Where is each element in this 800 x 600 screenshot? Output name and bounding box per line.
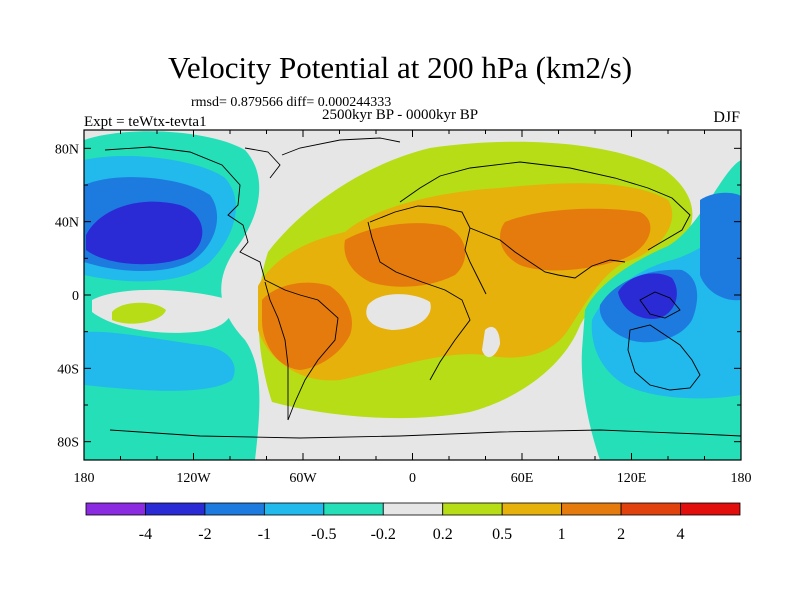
lon-tick-label: 60W — [289, 471, 317, 486]
lon-tick-label: 180 — [74, 471, 95, 486]
colorbar — [85, 502, 741, 516]
colorbar-label: 4 — [677, 526, 685, 543]
colorbar-label: 0.2 — [433, 526, 453, 543]
pacific-green-blob — [112, 302, 166, 324]
indian-neutral-hole — [482, 326, 500, 358]
colorbar-swatch — [263, 502, 325, 516]
colorbar-swatch — [85, 502, 146, 516]
colorbar-label: 1 — [558, 526, 566, 543]
colorbar-label: -4 — [139, 526, 152, 543]
lon-tick-label: 120E — [617, 471, 647, 486]
lat-tick-label: 40N — [55, 216, 79, 231]
coastlines — [104, 137, 741, 439]
colorbar-label: 0.5 — [492, 526, 512, 543]
plot-title: Velocity Potential at 200 hPa (km2/s) — [167, 50, 633, 85]
season-label: DJF — [713, 109, 740, 126]
colorbar-label: -1 — [258, 526, 271, 543]
colorbar-swatch — [382, 502, 444, 516]
colorbar-swatch — [561, 502, 622, 516]
lon-tick-label: 0 — [409, 471, 416, 486]
lat-tick-label: 40S — [57, 362, 79, 377]
contour-field — [84, 130, 741, 460]
lat-tick-label: 0 — [72, 289, 79, 304]
atlantic-neutral-hole — [366, 294, 431, 330]
colorbar-swatch — [620, 502, 681, 516]
warm-orange-asia — [500, 208, 651, 271]
rmsd-diff-stats: rmsd= 0.879566 diff= 0.000244333 — [191, 95, 392, 110]
colorbar-label: -2 — [198, 526, 211, 543]
lat-tick-label: 80S — [57, 436, 79, 451]
colorbar-label: 2 — [617, 526, 625, 543]
lon-tick-label: 120W — [176, 471, 211, 486]
warm-orange-eurasia — [344, 223, 466, 287]
pacific-deep-blue-region — [86, 201, 203, 265]
colorbar-label: -0.5 — [311, 526, 336, 543]
lon-tick-label: 60E — [511, 471, 534, 486]
warm-orange-region — [262, 282, 352, 370]
pacific-cyan-band — [84, 331, 235, 391]
colorbar-label: -0.2 — [371, 526, 396, 543]
lat-tick-label: 80N — [55, 142, 79, 157]
colorbar-swatch — [145, 502, 206, 516]
colorbar-swatch — [501, 502, 563, 516]
period-label: 2500kyr BP - 0000kyr BP — [322, 107, 479, 123]
lon-tick-label: 180 — [731, 471, 752, 486]
colorbar-swatch — [323, 502, 384, 516]
colorbar-swatch — [442, 502, 503, 516]
colorbar-swatch — [680, 502, 741, 516]
east-pacific-blue-region — [700, 192, 741, 301]
experiment-label: Expt = teWtx-tevta1 — [84, 114, 207, 130]
colorbar-swatch — [204, 502, 265, 516]
